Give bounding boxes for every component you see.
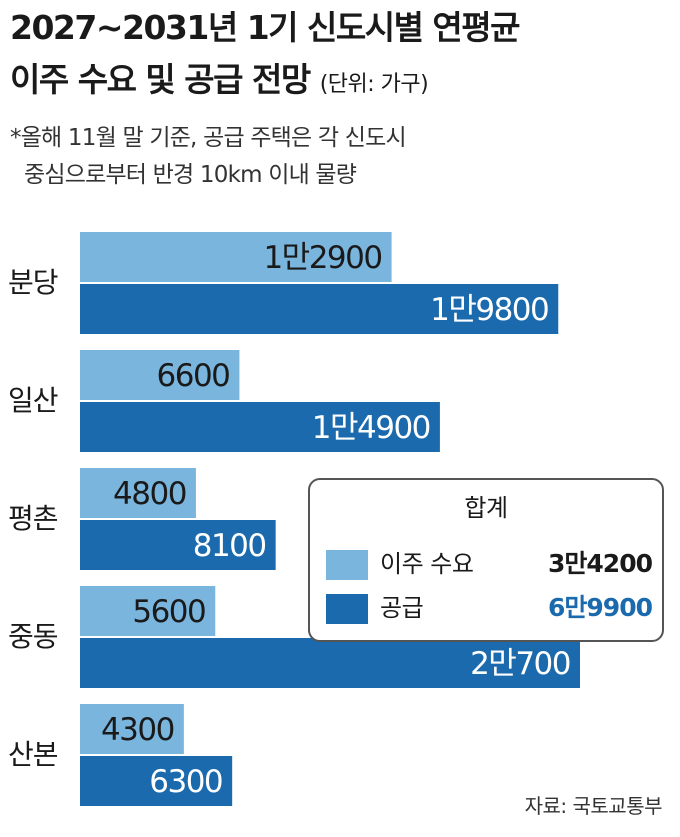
unit-label: (단위: 가구)	[319, 72, 429, 97]
source-note: 자료: 국토교통부	[524, 794, 663, 818]
chart-title-main: 이주 수요 및 공급 전망	[10, 60, 311, 99]
bar-value-label: 8100	[193, 528, 266, 564]
bar-value-label: 4800	[113, 476, 186, 512]
category-label: 중동	[8, 620, 58, 653]
bar-value-label: 1만2900	[263, 240, 381, 276]
bar-supply	[80, 638, 580, 688]
footnote-line2: 중심으로부터 반경 10km 이내 물량	[24, 162, 357, 188]
category-label: 산본	[8, 738, 58, 771]
legend-label-demand: 이주 수요	[380, 550, 474, 578]
bar-supply	[80, 520, 276, 570]
legend-swatch-demand	[326, 550, 368, 580]
bar-demand	[80, 350, 240, 400]
bar-demand	[80, 704, 184, 754]
category-label: 평촌	[8, 502, 58, 535]
legend-total-demand: 3만4200	[548, 549, 653, 578]
bar-supply	[80, 756, 233, 806]
footnote-line1: *올해 11월 말 기준, 공급 주택은 각 신도시	[10, 125, 407, 151]
legend: 합계 이주 수요 3만4200 공급 6만9900	[308, 478, 664, 642]
bar-demand	[80, 468, 196, 518]
legend-total-supply: 6만9900	[548, 593, 653, 622]
legend-swatch-supply	[326, 594, 368, 624]
footnote: *올해 11월 말 기준, 공급 주택은 각 신도시 중심으로부터 반경 10k…	[10, 120, 670, 194]
category-label: 분당	[8, 266, 58, 299]
bar-supply	[80, 402, 440, 452]
chart-title: 2027~2031년 1기 신도시별 연평균 이주 수요 및 공급 전망 (단위…	[10, 2, 678, 111]
legend-item-demand: 이주 수요 3만4200	[326, 546, 653, 582]
category-label: 일산	[8, 384, 58, 417]
bar-value-label: 6300	[149, 764, 222, 800]
bar-value-label: 1만9800	[430, 292, 548, 328]
bar-supply	[80, 284, 559, 334]
bar-value-label: 2만700	[470, 646, 570, 682]
legend-item-supply: 공급 6만9900	[326, 590, 653, 626]
bar-value-label: 4300	[101, 712, 174, 748]
bar-value-label: 6600	[157, 358, 230, 394]
legend-title: 합계	[464, 494, 508, 522]
legend-label-supply: 공급	[380, 594, 424, 622]
chart-title-line2: 이주 수요 및 공급 전망 (단위: 가구)	[10, 54, 678, 111]
chart-title-line1: 2027~2031년 1기 신도시별 연평균	[10, 8, 521, 47]
bar-value-label: 1만4900	[312, 410, 430, 446]
bar-demand	[80, 586, 216, 636]
bar-demand	[80, 232, 392, 282]
bar-value-label: 5600	[132, 594, 205, 630]
